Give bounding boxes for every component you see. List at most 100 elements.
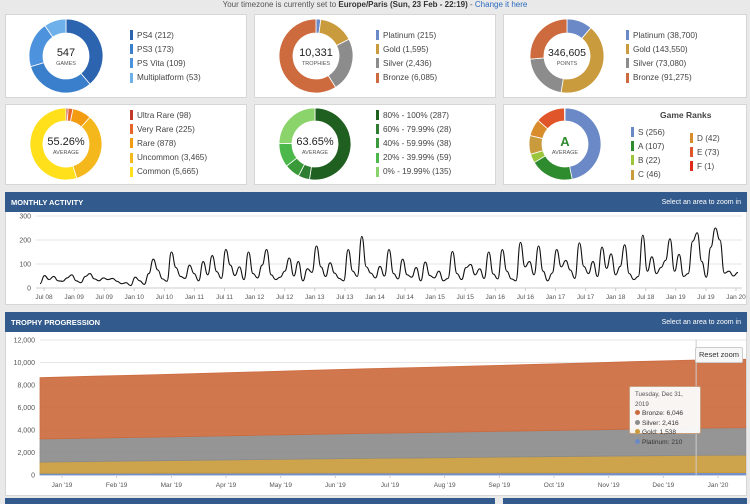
points-total: 346,605	[548, 47, 586, 59]
donut-slice-0-19-99-135[interactable]	[279, 108, 316, 144]
legend-item-20-39-99-59[interactable]: 20% - 39.99% (59)	[376, 151, 451, 165]
timezone-separator: -	[467, 0, 475, 9]
legend-swatch-icon	[130, 58, 133, 69]
legend-item-silver-2-436[interactable]: Silver (2,436)	[376, 56, 437, 70]
legend-label: Gold (1,595)	[383, 44, 429, 54]
legend-item-very-rare-225[interactable]: Very Rare (225)	[130, 122, 207, 136]
trophies-donut[interactable]: 10,331 TROPHIES	[279, 19, 353, 93]
legend-item-bronze-6-085[interactable]: Bronze (6,085)	[376, 71, 437, 85]
legend-swatch-icon	[130, 124, 133, 135]
rarity-legend: Ultra Rare (98) Very Rare (225) Rare (878)…	[130, 108, 207, 179]
legend-item-multiplatform-53[interactable]: Multiplatform (53)	[130, 71, 201, 85]
games-donut[interactable]: 547 GAMES	[29, 19, 103, 93]
ranks-legend-left: S (256) A (107) B (22) C (46)	[631, 125, 665, 182]
trophy-progression-chart[interactable]: 0 2,000 4,000 6,000 8,000 10,000 12,000 Jan '19…	[6, 332, 747, 495]
legend-swatch-icon	[690, 161, 693, 172]
bronze-dot-icon	[635, 410, 640, 415]
donut-slice-80-100-287[interactable]	[308, 108, 351, 180]
donut-slice-common-5-665[interactable]	[30, 108, 78, 180]
legend-item-d-42[interactable]: D (42)	[690, 131, 720, 145]
legend-item-uncommon-3-465[interactable]: Uncommon (3,465)	[130, 151, 207, 165]
legend-label: Very Rare (225)	[137, 124, 195, 134]
x-tick-label: Apr '19	[216, 482, 237, 489]
x-tick-label: Jan '19	[52, 482, 73, 489]
legend-swatch-icon	[130, 110, 133, 121]
points-legend: Platinum (38,700) Gold (143,550) Silver (7…	[626, 28, 698, 85]
tooltip-silver-text: Silver: 2,416	[642, 419, 679, 427]
legend-swatch-icon	[631, 127, 634, 138]
legend-item-f-1[interactable]: F (1)	[690, 159, 720, 173]
legend-item-bronze-91-275[interactable]: Bronze (91,275)	[626, 71, 698, 85]
legend-item-rare-878[interactable]: Rare (878)	[130, 136, 207, 150]
x-tick-label: Jan 20	[726, 294, 746, 301]
y-tick-label: 4,000	[17, 428, 35, 435]
legend-swatch-icon	[376, 124, 379, 135]
games-caption: GAMES	[56, 61, 76, 67]
legend-item-s-256[interactable]: S (256)	[631, 125, 665, 139]
games-total: 547	[57, 47, 75, 59]
y-tick-label: 100	[19, 262, 31, 269]
donut-slice-s-256[interactable]	[564, 108, 601, 180]
legend-label: 40% - 59.99% (38)	[383, 138, 452, 148]
reset-zoom-button[interactable]: Reset zoom	[695, 347, 743, 363]
x-tick-label: Jan 15	[425, 294, 445, 301]
y-tick-label: 2,000	[17, 450, 35, 457]
legend-item-a-107[interactable]: A (107)	[631, 139, 665, 153]
x-tick-label: May '19	[269, 482, 292, 489]
legend-swatch-icon	[626, 44, 629, 55]
legend-label: Platinum (215)	[383, 30, 437, 40]
donut-slice-ps3-173[interactable]	[30, 62, 91, 93]
trophies-caption: TROPHIES	[302, 61, 330, 67]
completion-donut[interactable]: 63.65% AVERAGE	[279, 108, 351, 180]
legend-item-ultra-rare-98[interactable]: Ultra Rare (98)	[130, 108, 207, 122]
x-tick-label: Jan 12	[245, 294, 265, 301]
donut-slice-multiplatform-53[interactable]	[44, 19, 67, 38]
legend-item-gold-143-550[interactable]: Gold (143,550)	[626, 42, 698, 56]
x-tick-label: Jul 12	[276, 294, 294, 301]
monthly-activity-panel: 0 100 200 300 Jul 08 Jan 09 Jul 09 Jan 10 Jul 10…	[5, 212, 747, 305]
next-panel-header-left	[5, 498, 495, 504]
legend-item-0-19-99-135[interactable]: 0% - 19.99% (135)	[376, 165, 451, 179]
legend-item-b-22[interactable]: B (22)	[631, 153, 665, 167]
points-donut[interactable]: 346,605 POINTS	[530, 19, 604, 93]
legend-swatch-icon	[376, 166, 379, 177]
legend-label: E (73)	[697, 147, 720, 157]
rarity-donut[interactable]: 55.26% AVERAGE	[30, 108, 102, 180]
gold-dot-icon	[635, 429, 640, 434]
legend-swatch-icon	[376, 110, 379, 121]
legend-item-40-59-99-38[interactable]: 40% - 59.99% (38)	[376, 136, 451, 150]
legend-item-common-5-665[interactable]: Common (5,665)	[130, 165, 207, 179]
monthly-activity-line[interactable]	[39, 227, 739, 287]
completion-legend: 80% - 100% (287) 60% - 79.99% (28) 40% - 5…	[376, 108, 451, 179]
legend-item-silver-73-080[interactable]: Silver (73,080)	[626, 56, 698, 70]
donut-slice-bronze-6-085[interactable]	[279, 19, 337, 93]
legend-item-ps-vita-109[interactable]: PS Vita (109)	[130, 56, 201, 70]
legend-label: Multiplatform (53)	[137, 73, 201, 83]
legend-swatch-icon	[130, 30, 133, 41]
monthly-activity-chart[interactable]: 0 100 200 300 Jul 08 Jan 09 Jul 09 Jan 10 Jul 10…	[6, 212, 746, 304]
rarity-average: 55.26%	[47, 136, 85, 148]
legend-item-80-100-287[interactable]: 80% - 100% (287)	[376, 108, 451, 122]
legend-item-gold-1-595[interactable]: Gold (1,595)	[376, 42, 437, 56]
trophies-legend: Platinum (215) Gold (1,595) Silver (2,436)…	[376, 28, 437, 85]
legend-item-ps3-173[interactable]: PS3 (173)	[130, 42, 201, 56]
legend-item-ps4-212[interactable]: PS4 (212)	[130, 28, 201, 42]
legend-swatch-icon	[376, 58, 379, 69]
monthly-activity-title: MONTHLY ACTIVITY	[11, 197, 84, 207]
legend-item-60-79-99-28[interactable]: 60% - 79.99% (28)	[376, 122, 451, 136]
change-timezone-link[interactable]: Change it here	[474, 0, 528, 9]
legend-label: F (1)	[697, 161, 715, 171]
donut-slice-bronze-91-275[interactable]	[530, 19, 568, 60]
tooltip-gold: Gold: 1,538	[635, 428, 695, 438]
legend-item-e-73[interactable]: E (73)	[690, 145, 720, 159]
legend-item-c-46[interactable]: C (46)	[631, 168, 665, 182]
legend-item-platinum-215[interactable]: Platinum (215)	[376, 28, 437, 42]
ranks-caption: AVERAGE	[552, 150, 579, 156]
x-tick-label: Jul '19	[381, 482, 400, 489]
x-tick-label: Jan 17	[546, 294, 566, 301]
legend-item-platinum-38-700[interactable]: Platinum (38,700)	[626, 28, 698, 42]
ranks-donut[interactable]: A AVERAGE	[529, 108, 601, 180]
x-tick-label: Jan 16	[486, 294, 506, 301]
x-tick-label: Jan 14	[365, 294, 385, 301]
legend-label: PS Vita (109)	[137, 58, 186, 68]
